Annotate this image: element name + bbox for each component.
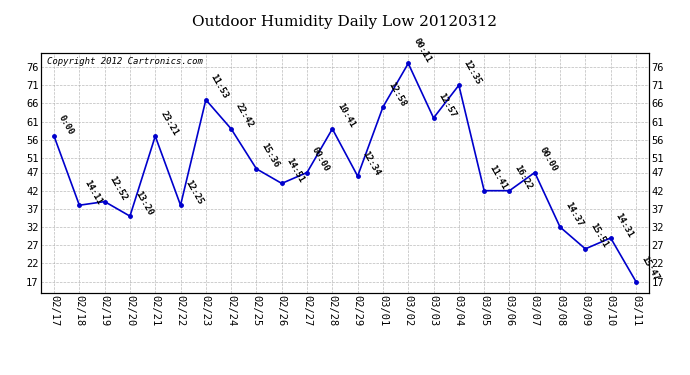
- Text: 12:52: 12:52: [108, 175, 129, 202]
- Text: 14:11: 14:11: [82, 178, 104, 206]
- Text: 15:51: 15:51: [589, 222, 610, 250]
- Text: 15:36: 15:36: [259, 142, 281, 170]
- Text: 16:22: 16:22: [513, 164, 534, 192]
- Text: 11:53: 11:53: [209, 73, 230, 100]
- Text: 14:37: 14:37: [563, 200, 584, 228]
- Text: 12:34: 12:34: [361, 149, 382, 177]
- Text: 12:35: 12:35: [462, 58, 483, 86]
- Text: 13:20: 13:20: [133, 189, 155, 217]
- Text: 00:00: 00:00: [538, 146, 559, 173]
- Text: 00:00: 00:00: [310, 146, 331, 173]
- Text: Outdoor Humidity Daily Low 20120312: Outdoor Humidity Daily Low 20120312: [193, 15, 497, 29]
- Text: 12:57: 12:57: [437, 91, 458, 119]
- Text: 10:41: 10:41: [335, 102, 357, 130]
- Text: 15:47: 15:47: [639, 255, 660, 282]
- Text: 00:11: 00:11: [411, 36, 433, 64]
- Text: 14:51: 14:51: [285, 156, 306, 184]
- Text: 12:25: 12:25: [184, 178, 205, 206]
- Text: 11:41: 11:41: [487, 164, 509, 192]
- Text: 14:31: 14:31: [613, 211, 635, 239]
- Text: 23:21: 23:21: [158, 109, 179, 137]
- Text: 12:58: 12:58: [386, 80, 407, 108]
- Text: Copyright 2012 Cartronics.com: Copyright 2012 Cartronics.com: [48, 57, 204, 66]
- Text: 0:00: 0:00: [57, 114, 76, 137]
- Text: 22:42: 22:42: [234, 102, 255, 130]
